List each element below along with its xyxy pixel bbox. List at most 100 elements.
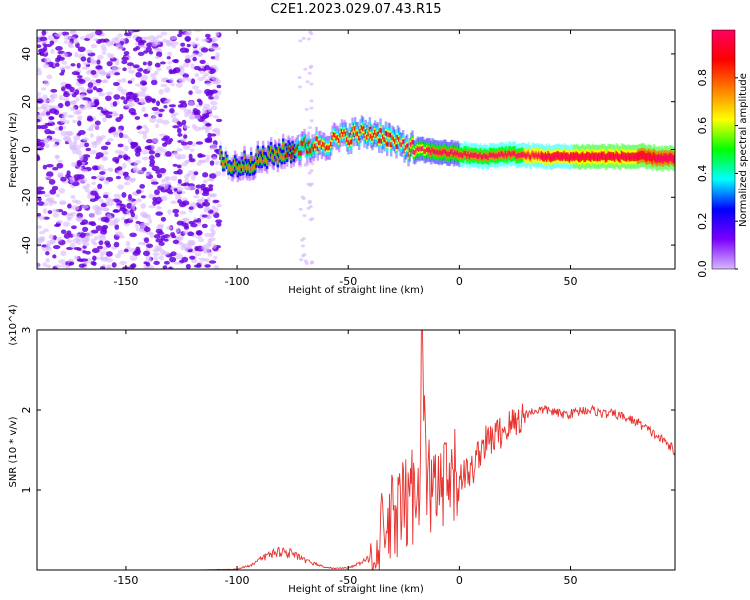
spectrogram-ridge-cell (580, 154, 584, 160)
spectrogram-speckle (123, 50, 130, 56)
spectrogram-ridge-cell (446, 151, 449, 157)
spectrogram-speckle (37, 106, 42, 110)
spectrogram-speckle (71, 71, 80, 76)
spectrogram-speckle (43, 137, 51, 143)
spectrogram-speckle (48, 119, 53, 124)
spectrogram-ridge-cell (403, 148, 406, 154)
spectrogram-ridge-cell (588, 154, 592, 160)
snr-y-tick-label: 3 (20, 327, 33, 334)
spectrogram-speckle (200, 183, 206, 188)
spectrogram-speckle (197, 204, 204, 209)
spectrogram-speckle (126, 202, 133, 209)
spectrogram-ridge-cell (399, 141, 402, 147)
spectrogram-speckle (69, 177, 74, 184)
spectrogram-speckle (145, 261, 151, 267)
spectrogram-speckle (82, 97, 91, 101)
spectrogram-ridge-cell (325, 145, 329, 151)
spectrogram-speckle (37, 44, 42, 48)
spectrogram-ridge-cell (388, 132, 392, 138)
spectrogram-speckle (97, 54, 104, 60)
spectrogram-speckle (137, 125, 143, 130)
spectrogram-ridge-cell (368, 126, 372, 132)
spectrogram-ridge-cell (412, 149, 416, 155)
spectrogram-speckle (84, 142, 90, 148)
spectrogram-speckle (198, 238, 205, 243)
spectrogram-speckle (48, 104, 53, 110)
spectrogram-ridge-cell (345, 137, 349, 143)
spectrogram-speckle (187, 231, 195, 237)
spectrogram-speckle (99, 266, 106, 269)
spectrogram-speckle (131, 203, 136, 210)
spectrogram-ridge-cell (526, 153, 529, 159)
spectrogram-ridge-cell (312, 147, 316, 152)
spectrogram-ridge-cell (639, 153, 642, 158)
spectrogram-speckle (145, 255, 152, 261)
spectrogram-speckle (166, 56, 171, 60)
spectrogram-speckle (97, 183, 103, 190)
spectrogram-speckle (175, 253, 184, 260)
spectrogram-speckle (195, 188, 200, 195)
spectrogram-ridge-cell (391, 135, 394, 140)
spectrogram-ridge-cell (480, 154, 484, 160)
spectrogram-ridge-cell (672, 156, 675, 162)
spectrogram-speckle (127, 80, 133, 84)
spectrogram-speckle (152, 137, 160, 144)
spectrogram-speckle (82, 178, 87, 183)
spectrogram-speckle (42, 262, 48, 267)
spectrogram-speckle (94, 120, 101, 126)
spectrogram-ridge-cell (281, 143, 285, 149)
spectrogram-speckle (145, 46, 152, 53)
spectrogram-ridge-cell (236, 167, 240, 173)
spectrogram-speckle (154, 244, 163, 250)
spectrogram-ridge-cell (630, 154, 633, 160)
spectrogram-speckle (76, 247, 82, 251)
spectrogram-ridge-cell (428, 147, 432, 153)
spectrogram-speckle (203, 201, 211, 207)
spectrogram-speckle (152, 115, 157, 119)
spectrogram-ridge-cell (548, 154, 552, 160)
spectrogram-ridge-cell (470, 152, 473, 158)
spectrogram-speckle (193, 219, 199, 223)
colorbar-tick-label: 0.2 (696, 212, 709, 230)
spectrogram-ridge-cell (614, 155, 617, 161)
spectrogram-speckle (153, 260, 160, 266)
spectrogram-speckle (70, 194, 76, 199)
spectrogram-speckle (63, 92, 70, 98)
spectrogram-ridge-cell (572, 153, 576, 159)
spectrogram-speckle (215, 31, 220, 37)
spectrogram-speckle (100, 145, 109, 151)
colorbar-tick-label: 0.0 (696, 260, 709, 278)
spectrogram-speckle (159, 61, 166, 65)
spectrogram-speckle (153, 47, 162, 51)
spectrogram-ridge-cell (566, 154, 569, 159)
spectrogram-ridge-cell (624, 154, 628, 160)
spectrogram-speckle (160, 216, 167, 222)
spectrogram-ridge-cell (392, 136, 396, 142)
spectrogram-speckle (61, 262, 66, 268)
spectrogram-ridge-cell (396, 134, 400, 140)
spectrogram-speckle (155, 123, 160, 129)
spectrogram-speckle (53, 109, 60, 116)
spectrogram-speckle (114, 61, 120, 66)
spectrogram-ridge-cell (260, 158, 264, 164)
spectrogram-speckle (45, 258, 50, 263)
spectrogram-speckle (86, 49, 93, 54)
spectrogram-speckle (206, 196, 211, 201)
spectrogram-ridge-cell (245, 165, 249, 171)
spectrogram-ridge-cell (495, 152, 498, 158)
spectrogram-ridge-cell (540, 153, 544, 158)
spectrogram-speckle (209, 193, 218, 198)
spectrogram-ridge-cell (663, 154, 666, 160)
spectrogram-speckle (127, 66, 132, 70)
spectrogram-speckle (37, 189, 42, 195)
spectrogram-ridge-cell (436, 149, 440, 155)
spectrogram-speckle (90, 59, 97, 64)
spectrogram-speckle (148, 155, 155, 161)
spectrogram-speckle (158, 89, 164, 95)
spectrogram-ridge-cell (327, 145, 330, 151)
spectrogram-speckle (174, 152, 181, 159)
spectrogram-ridge-cell (370, 133, 373, 139)
spectrogram-speckle (37, 141, 43, 147)
spectrogram-speckle (196, 230, 202, 236)
spectrogram-speckle (194, 245, 199, 252)
